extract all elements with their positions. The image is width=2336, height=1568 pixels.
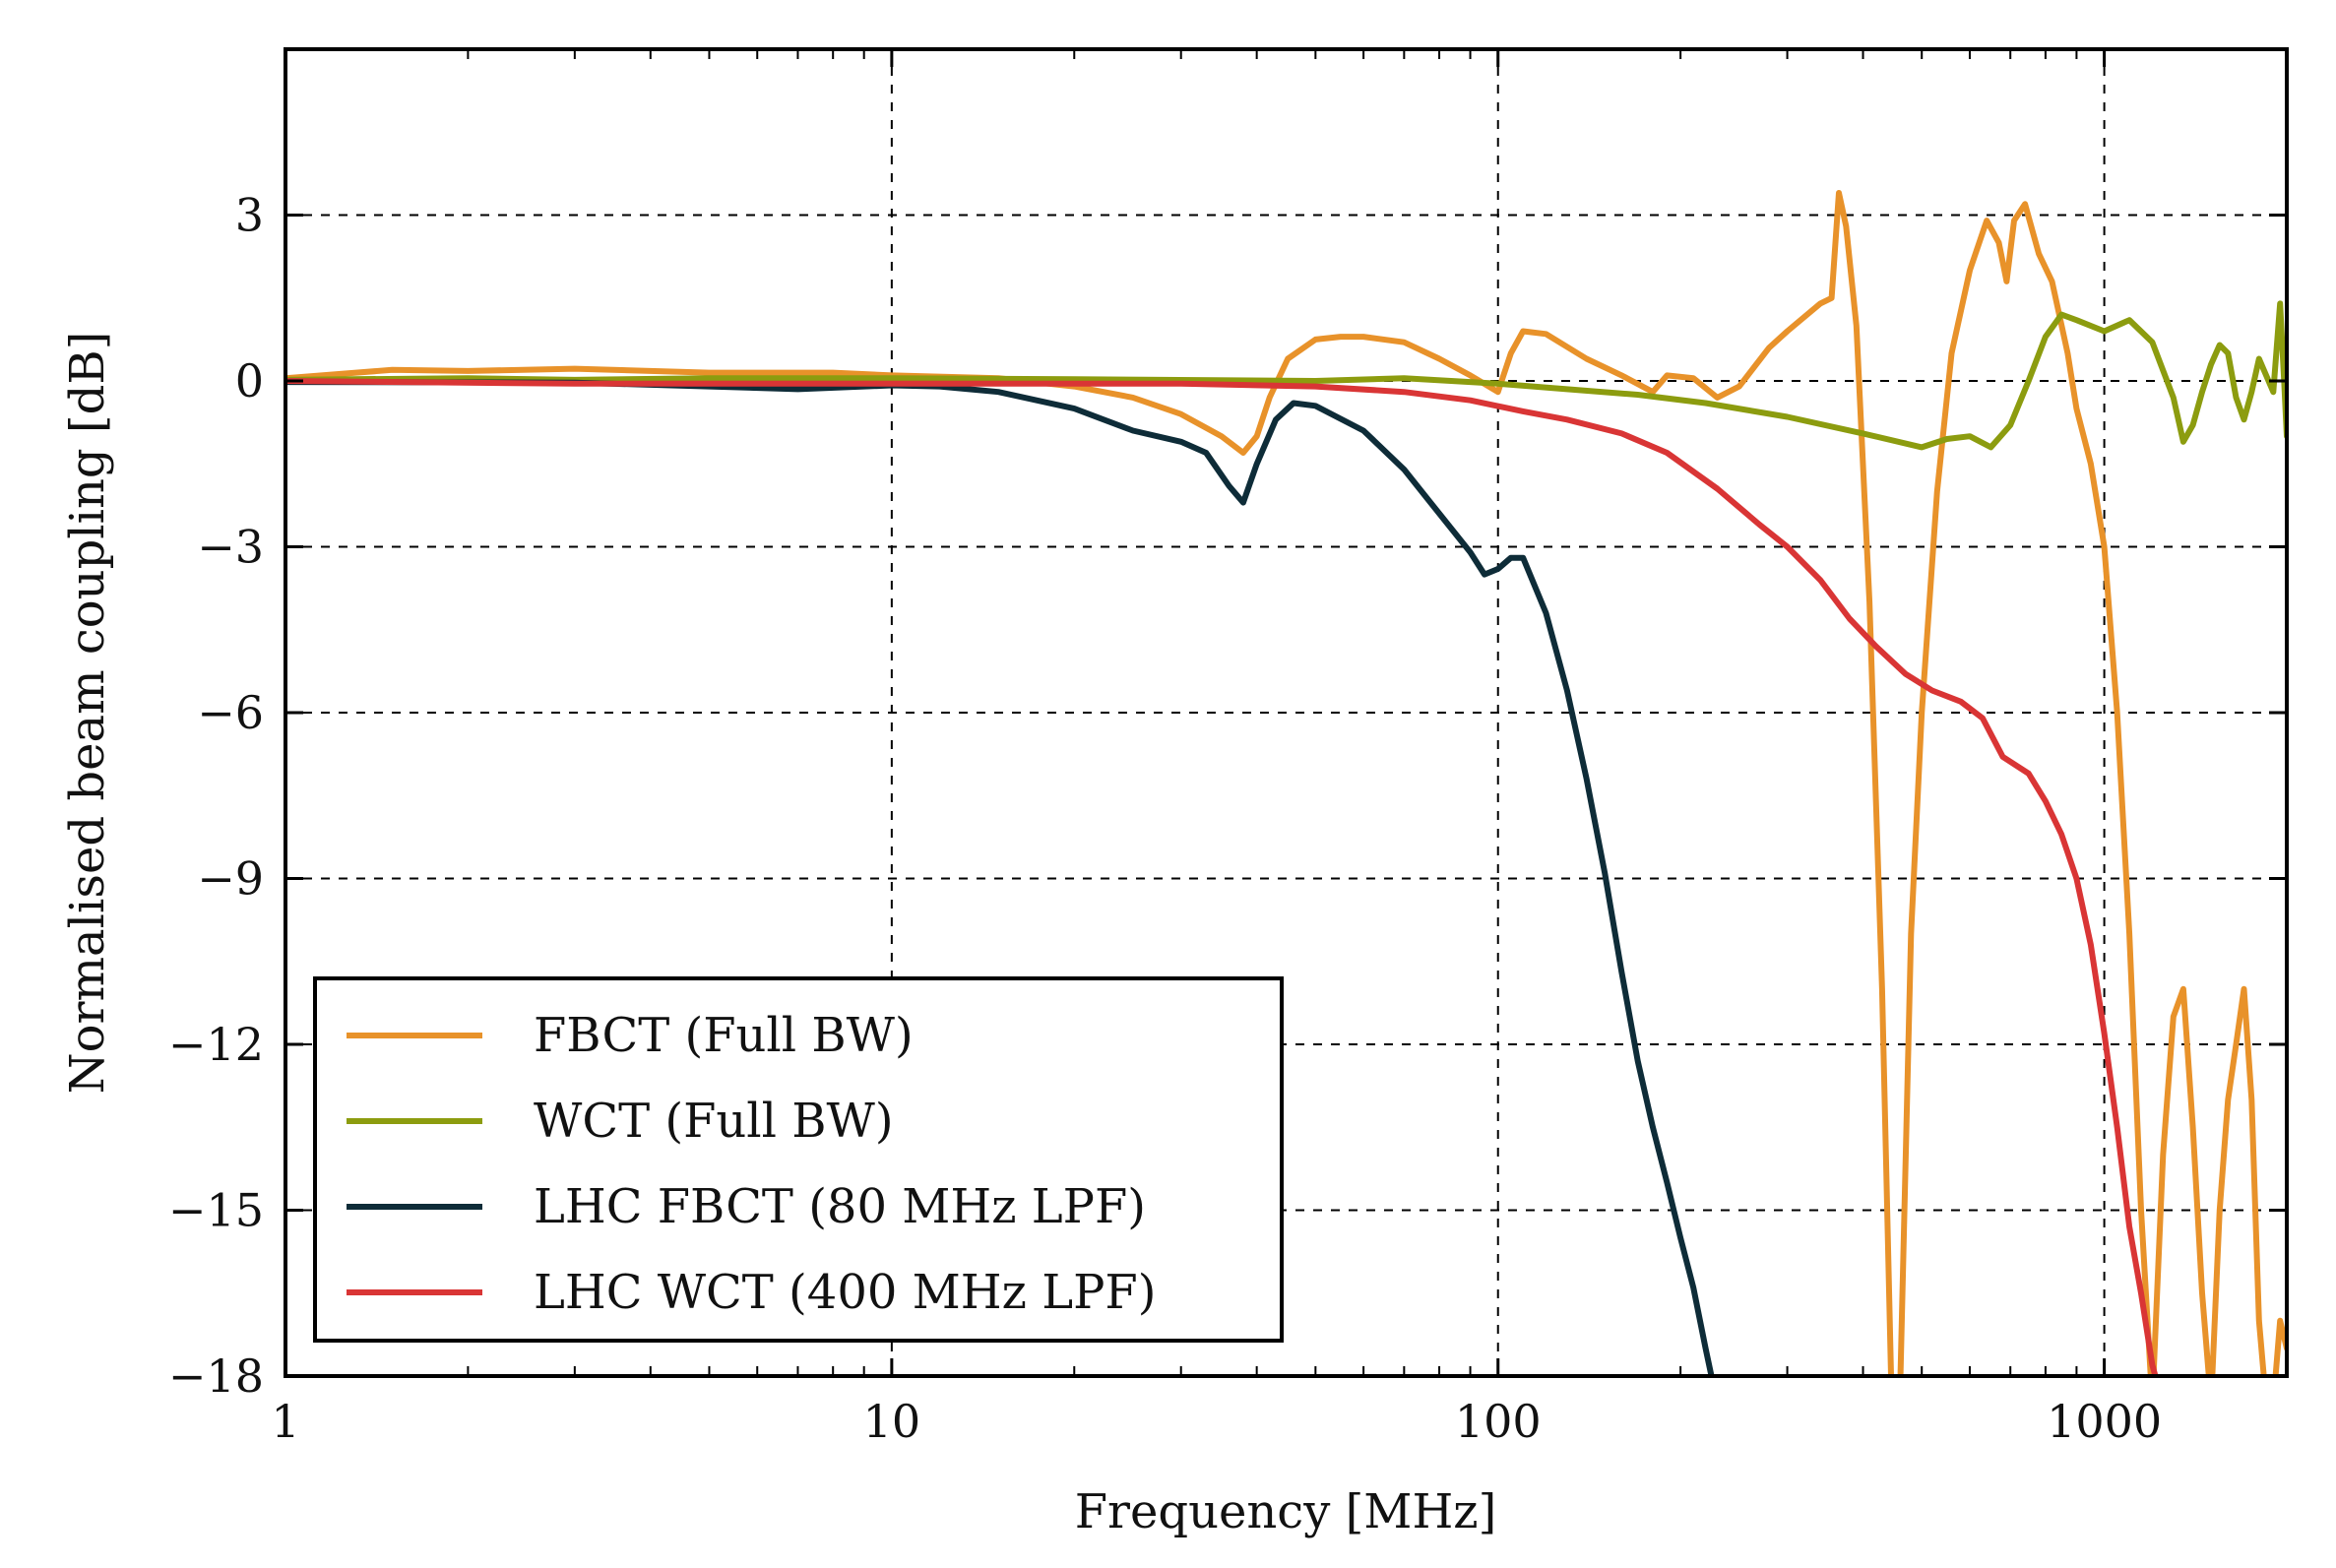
legend-box bbox=[313, 976, 1284, 1343]
x-tick-label: 1 bbox=[271, 1395, 299, 1448]
y-tick-label: −3 bbox=[197, 521, 264, 574]
series-line-lhc-fbct-80-mhz-lpf bbox=[285, 379, 1715, 1376]
legend-label: LHC WCT (400 MHz LPF) bbox=[534, 1265, 1156, 1320]
x-axis-label: Frequency [MHz] bbox=[1075, 1484, 1497, 1539]
y-tick-label: −15 bbox=[168, 1184, 264, 1237]
x-tick-label: 100 bbox=[1455, 1395, 1542, 1448]
legend-label: FBCT (Full BW) bbox=[534, 1008, 914, 1063]
y-tick-label: −18 bbox=[168, 1349, 264, 1403]
legend-label: LHC FBCT (80 MHz LPF) bbox=[534, 1179, 1146, 1234]
x-tick-label: 10 bbox=[863, 1395, 921, 1448]
series-line-lhc-wct-400-mhz-lpf bbox=[285, 378, 2159, 1376]
y-tick-label: 3 bbox=[235, 189, 264, 242]
y-tick-label: −12 bbox=[168, 1018, 264, 1071]
x-tick-label: 1000 bbox=[2047, 1395, 2162, 1448]
y-axis-label: Normalised beam coupling [dB] bbox=[60, 332, 115, 1095]
series-layer bbox=[285, 190, 2287, 1376]
y-tick-label: −9 bbox=[197, 852, 264, 906]
y-tick-label: −6 bbox=[197, 686, 264, 739]
grid bbox=[285, 49, 2287, 1376]
legend: FBCT (Full BW) WCT (Full BW) LHC FBCT (80 … bbox=[313, 976, 1284, 1343]
y-tick-label: 0 bbox=[235, 354, 264, 408]
legend-label: WCT (Full BW) bbox=[534, 1094, 894, 1149]
legend-entries: FBCT (Full BW) WCT (Full BW) LHC FBCT (80 … bbox=[347, 1008, 1156, 1320]
series-line-fbct-full-bw bbox=[285, 190, 2287, 1376]
tick-labels: 1 10 100 1000 3 0 −3 −6 −9 −12 −15 −18 bbox=[168, 189, 2162, 1449]
ticks bbox=[284, 49, 2287, 1378]
series-line-wct-full-bw bbox=[285, 300, 2287, 451]
